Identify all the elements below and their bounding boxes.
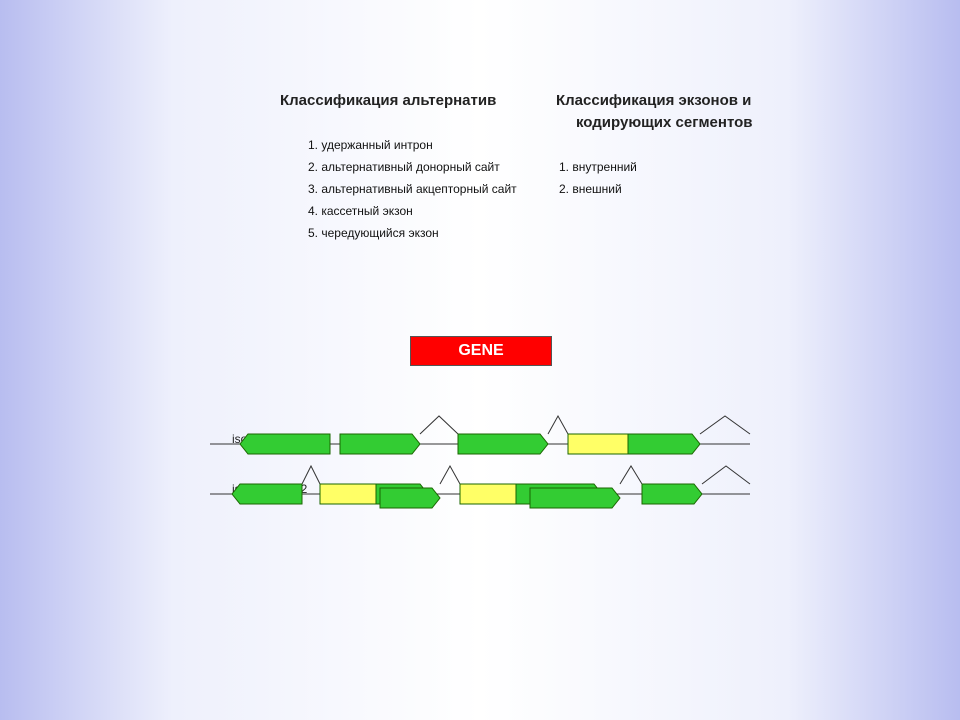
title-right-line1: Классификация экзонов и	[556, 92, 751, 109]
gene-box-label: GENE	[458, 342, 503, 359]
title-right-line2: кодирующих сегментов	[576, 114, 752, 131]
left-list-item-3: 3. альтернативный акцепторный сайт	[308, 182, 517, 196]
right-list-item-1: 1. внутренний	[559, 160, 637, 174]
gene-diagram	[170, 410, 770, 570]
title-left: Классификация альтернатив	[280, 92, 496, 109]
right-list-item-2: 2. внешний	[559, 182, 622, 196]
slide-canvas: Классификация альтернатив Классификация …	[0, 0, 960, 720]
left-list-item-1: 1. удержанный интрон	[308, 138, 433, 152]
left-list-item-5: 5. чередующийся экзон	[308, 226, 439, 240]
left-list-item-2: 2. альтернативный донорный сайт	[308, 160, 500, 174]
left-list-item-4: 4. кассетный экзон	[308, 204, 413, 218]
gene-box: GENE	[410, 336, 552, 366]
